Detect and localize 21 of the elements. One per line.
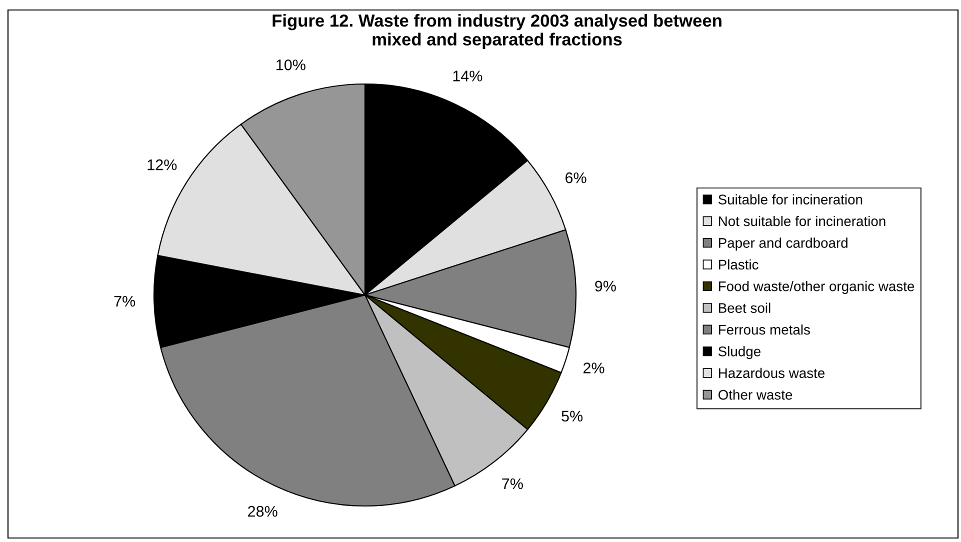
legend-label: Hazardous waste	[718, 368, 825, 378]
data-label: 9%	[595, 280, 616, 292]
legend-label: Sludge	[718, 346, 760, 360]
data-label: 12%	[148, 159, 177, 170]
legend-label: Food waste/other organic waste	[718, 281, 914, 294]
legend-label: Paper and cardboard	[718, 238, 848, 251]
data-label: 10%	[276, 60, 306, 70]
legend-label: Suitable for incineration	[718, 194, 862, 204]
data-label: 7%	[114, 296, 136, 307]
data-label: 5%	[562, 410, 583, 422]
data-label: 7%	[502, 478, 523, 490]
legend-label: Plastic	[718, 259, 758, 270]
chart-title: Figure 12. Waste from industry 2003 analysed between mixed and separated fractions	[272, 14, 722, 49]
data-label: 14%	[453, 70, 482, 82]
data-label: 28%	[248, 506, 278, 517]
legend-label: Beet soil	[718, 302, 770, 313]
data-label: 6%	[566, 172, 586, 184]
legend-label: Not suitable for incineration	[718, 216, 886, 226]
legend-label: Ferrous metals	[718, 324, 810, 335]
legend-label: Other waste	[718, 390, 792, 400]
data-label: 2%	[583, 362, 604, 374]
